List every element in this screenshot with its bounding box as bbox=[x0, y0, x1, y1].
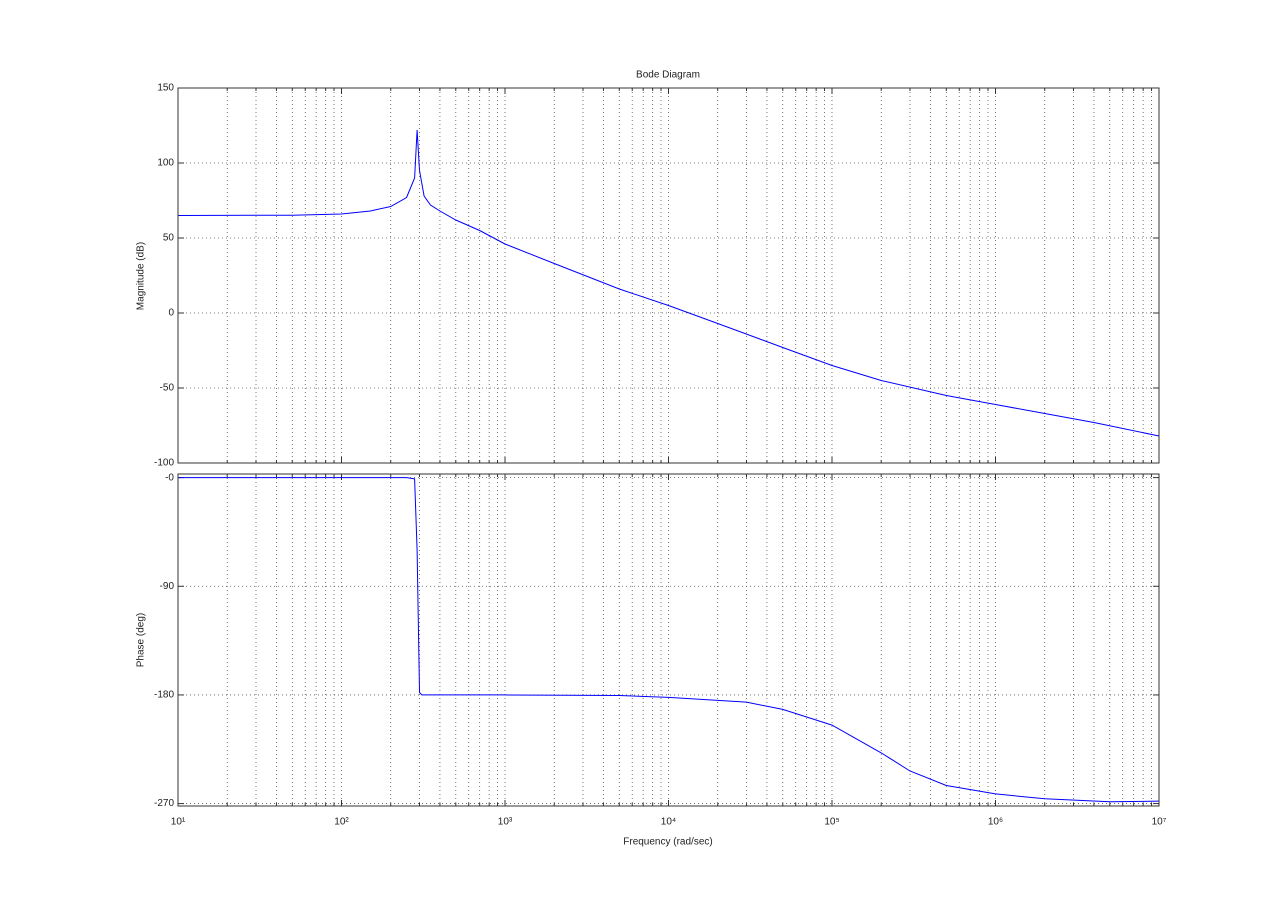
y-axis-label: Magnitude (dB) bbox=[136, 242, 147, 310]
x-tick-label: 10⁵ bbox=[824, 817, 839, 828]
x-axis-label: Frequency (rad/sec) bbox=[623, 837, 712, 848]
y-tick-label: -180 bbox=[154, 690, 174, 701]
x-tick-label: 10¹ bbox=[171, 817, 186, 828]
y-tick-label: -90 bbox=[160, 581, 175, 592]
y-tick-label: -100 bbox=[154, 458, 174, 469]
axes-box bbox=[177, 473, 1160, 807]
axes-box bbox=[177, 87, 1160, 464]
data-line bbox=[178, 477, 1160, 803]
x-tick-label: 10⁷ bbox=[1152, 817, 1167, 828]
x-tick-label: 10³ bbox=[498, 817, 513, 828]
x-tick-label: 10⁴ bbox=[661, 817, 676, 828]
x-tick-label: 10² bbox=[334, 817, 349, 828]
plot-area bbox=[178, 474, 1159, 806]
y-tick-label: 150 bbox=[157, 83, 174, 94]
y-tick-label: 0 bbox=[168, 308, 174, 319]
y-tick-label: 50 bbox=[163, 233, 175, 244]
y-axis-label: Phase (deg) bbox=[136, 613, 147, 667]
data-line bbox=[177, 129, 1160, 437]
chart-title: Bode Diagram bbox=[636, 70, 700, 81]
y-tick-label: -270 bbox=[154, 798, 174, 809]
y-tick-label: -0 bbox=[165, 472, 174, 483]
x-tick-label: 10⁶ bbox=[988, 817, 1003, 828]
y-tick-label: 100 bbox=[157, 158, 174, 169]
y-tick-label: -50 bbox=[160, 383, 175, 394]
